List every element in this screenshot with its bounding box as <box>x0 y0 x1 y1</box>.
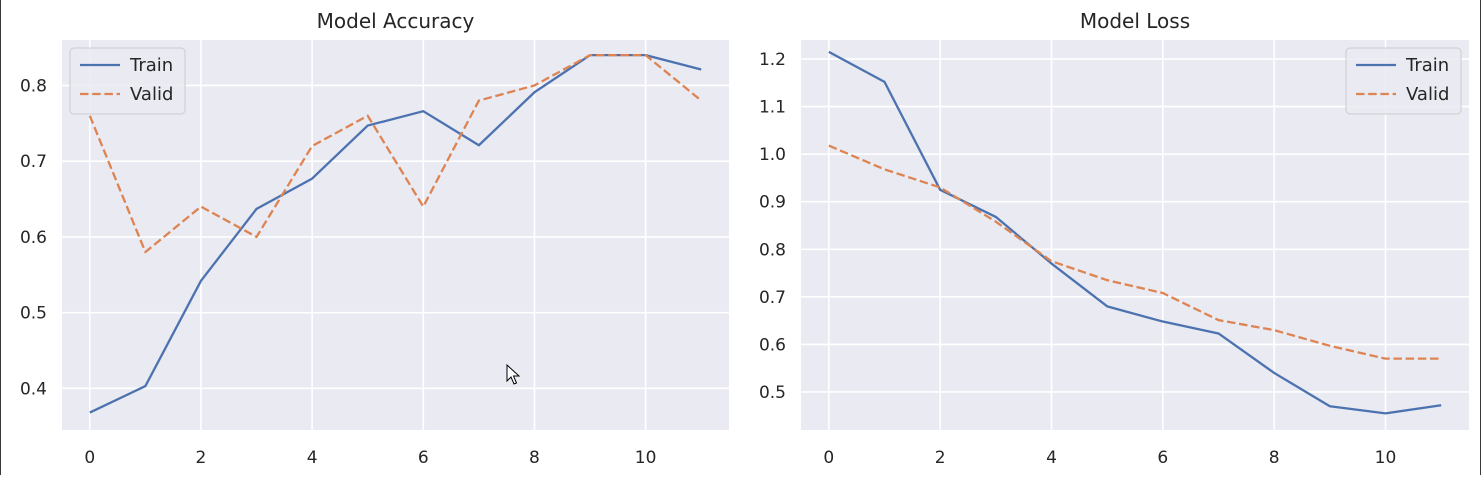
y-tick-label: 0.6 <box>759 335 786 355</box>
y-tick-label: 0.4 <box>20 379 47 399</box>
legend-label-train: Train <box>1405 55 1449 76</box>
x-tick-label: 10 <box>1375 448 1397 468</box>
y-tick-label: 0.5 <box>759 383 786 403</box>
legend-label-valid: Valid <box>1406 84 1449 105</box>
x-tick-label: 4 <box>1046 448 1057 468</box>
y-tick-label: 0.7 <box>759 288 786 308</box>
legend: Train Valid <box>69 47 186 115</box>
legend-label-train: Train <box>129 55 173 76</box>
x-tick-label: 2 <box>196 448 207 468</box>
series-line-valid <box>88 54 702 254</box>
x-tick-label: 8 <box>529 448 540 468</box>
mouse-cursor-icon <box>506 364 520 385</box>
x-tick-label: 4 <box>307 448 318 468</box>
x-tick-label: 10 <box>635 448 657 468</box>
y-tick-label: 1.0 <box>759 145 786 165</box>
y-tick-label: 0.8 <box>759 240 786 260</box>
chart-title: Model Loss <box>1080 9 1190 33</box>
x-tick-label: 0 <box>84 448 95 468</box>
y-tick-label: 0.7 <box>20 152 47 172</box>
x-tick-label: 2 <box>935 448 946 468</box>
series-line-valid <box>828 144 1442 360</box>
y-tick-label: 1.2 <box>759 50 786 70</box>
y-tick-label: 1.1 <box>759 98 786 118</box>
x-tick-label: 6 <box>418 448 429 468</box>
y-tick-label: 0.5 <box>20 304 47 324</box>
x-tick-label: 6 <box>1157 448 1168 468</box>
legend: Train Valid <box>1345 47 1462 115</box>
loss-chart: 0 2 4 6 8 10 0.5 0.6 0.7 0.8 0.9 1.0 1.1 1.2 Model Los… <box>759 9 1469 468</box>
series-line-train <box>828 50 1442 415</box>
chart-title: Model Accuracy <box>317 9 475 33</box>
x-tick-label: 0 <box>823 448 834 468</box>
x-tick-label: 8 <box>1269 448 1280 468</box>
legend-label-valid: Valid <box>130 84 173 105</box>
y-tick-label: 0.6 <box>20 228 47 248</box>
y-tick-label: 0.8 <box>20 76 47 96</box>
y-tick-label: 0.9 <box>759 193 786 213</box>
accuracy-chart: 0 2 4 6 8 10 0.4 0.5 0.6 0.7 0.8 Model Accuracy Trai… <box>20 9 729 468</box>
